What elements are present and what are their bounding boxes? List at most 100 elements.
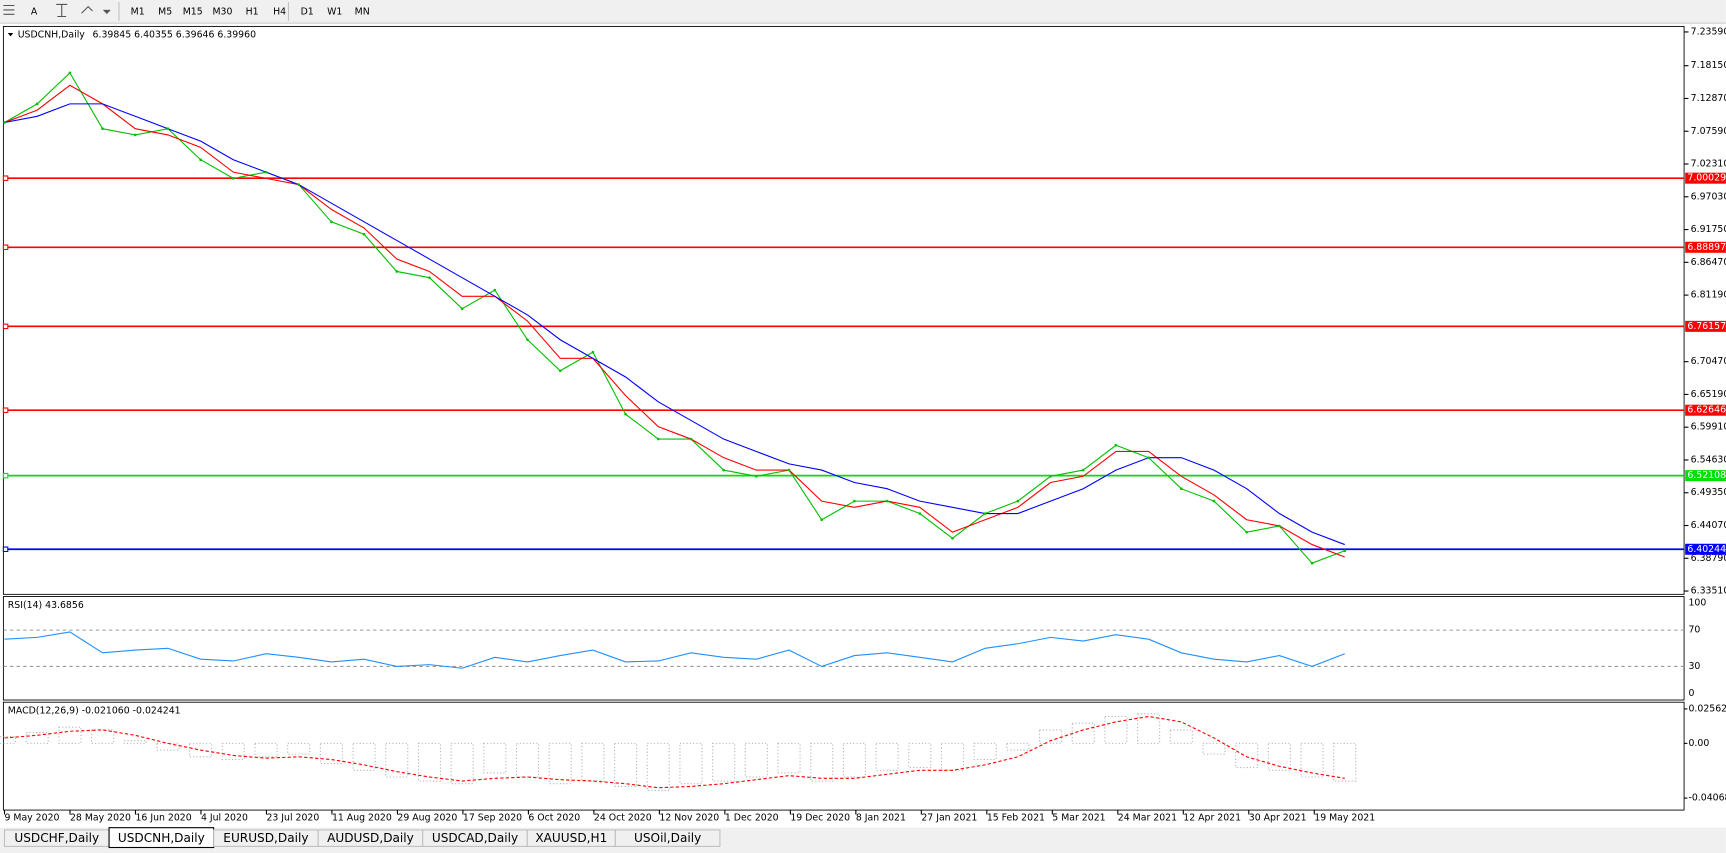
level-tag <box>1685 172 1726 184</box>
macd-bar <box>1235 742 1259 769</box>
price-point <box>1245 530 1249 534</box>
price-point <box>428 276 431 279</box>
y-tick-label: 6.54630 <box>1691 454 1726 465</box>
rsi-tick-label: 100 <box>1688 597 1706 608</box>
price-point <box>1147 456 1150 459</box>
level-label: 6.76157 <box>1687 321 1726 332</box>
tab-label[interactable]: XAUUSD,H1 <box>535 831 607 845</box>
macd-bar <box>646 742 670 791</box>
x-tick-label: 15 Feb 2021 <box>987 812 1045 823</box>
macd-bar <box>1169 729 1193 744</box>
macd-bar <box>483 742 507 774</box>
timeframe-button[interactable]: H1 <box>246 7 259 18</box>
macd-bar <box>287 742 311 755</box>
price-point <box>1179 487 1183 491</box>
timeframe-button[interactable]: M30 <box>212 7 232 18</box>
macd-bar <box>417 742 442 782</box>
price-point <box>983 512 987 515</box>
price-point <box>787 468 791 472</box>
y-tick-label: 7.02310 <box>1691 159 1726 170</box>
price-point <box>722 468 725 472</box>
price-point <box>1049 474 1052 478</box>
tool-button[interactable]: A <box>31 7 38 18</box>
y-tick-label: 7.23590 <box>1691 26 1726 37</box>
y-tick-label: 6.86470 <box>1691 257 1726 268</box>
rsi-tick-label: 30 <box>1688 661 1700 672</box>
macd-header: MACD(12,26,9) -0.021060 -0.024241 <box>8 706 181 717</box>
price-point <box>362 232 366 236</box>
tab-label[interactable]: AUDUSD,Daily <box>327 831 414 845</box>
macd-bar <box>712 742 736 782</box>
macd-bar <box>58 726 82 744</box>
level-marker <box>2 175 9 181</box>
y-tick-label: 6.59910 <box>1691 422 1726 433</box>
macd-bar <box>973 742 997 761</box>
timeframe-button[interactable]: M15 <box>183 7 203 18</box>
price-point <box>1212 499 1216 503</box>
rsi-tick-label: 0 <box>1688 688 1694 699</box>
timeframe-button[interactable]: W1 <box>327 7 342 18</box>
x-tick-label: 24 Oct 2020 <box>594 812 652 823</box>
timeframe-button[interactable]: M1 <box>131 7 145 18</box>
price-point <box>133 133 137 137</box>
x-tick-label: 19 May 2021 <box>1314 812 1375 823</box>
macd-bar <box>254 742 278 758</box>
macd-bar <box>614 742 638 787</box>
tab[interactable] <box>614 829 721 847</box>
price-point <box>297 183 301 186</box>
macd-bar <box>548 742 572 785</box>
macd-bar <box>91 729 115 744</box>
symbol: USDCNH,Daily <box>18 30 86 41</box>
tab-label[interactable]: USDCHF,Daily <box>14 831 99 845</box>
macd-bar <box>581 742 605 782</box>
price-point <box>395 270 399 273</box>
macd-bar <box>1300 742 1324 778</box>
level-marker <box>2 244 9 251</box>
timeframe-button[interactable]: MN <box>355 7 370 18</box>
price-point <box>493 288 497 292</box>
level-label: 6.52108 <box>1687 470 1726 481</box>
macd-bar <box>679 742 703 785</box>
rsi-line <box>4 631 1345 669</box>
x-tick-label: 16 Jun 2020 <box>135 812 191 823</box>
level-marker <box>2 546 9 553</box>
header-arrow <box>7 33 14 37</box>
tab-label[interactable]: USDCAD,Daily <box>432 831 518 845</box>
price-line <box>4 84 1345 558</box>
macd-tick-label: -0.040683 <box>1688 793 1726 804</box>
tab-label[interactable]: EURUSD,Daily <box>223 831 308 845</box>
price-point <box>35 102 39 106</box>
ohlc: 6.39845 6.40355 6.39646 6.39960 <box>93 30 257 41</box>
tab-label[interactable]: USOil,Daily <box>634 831 701 845</box>
level-tag <box>1685 404 1726 416</box>
price-line <box>4 103 1345 546</box>
macd-bar <box>25 732 49 744</box>
price-point <box>199 158 202 162</box>
price-point <box>330 220 333 224</box>
x-tick-label: 9 May 2020 <box>4 812 59 823</box>
x-tick-label: 27 Jan 2021 <box>921 812 977 823</box>
timeframe-button[interactable]: H4 <box>273 7 286 18</box>
x-tick-label: 28 May 2020 <box>70 812 131 823</box>
level-marker <box>2 472 9 479</box>
x-tick-label: 12 Apr 2021 <box>1183 812 1241 823</box>
macd-signal <box>4 715 1345 789</box>
macd-bar <box>221 742 245 761</box>
x-tick-label: 1 Dec 2020 <box>725 812 779 823</box>
level-tag <box>1685 543 1726 555</box>
macd-bar <box>1071 722 1095 744</box>
price-point <box>820 518 824 522</box>
x-tick-label: 12 Nov 2020 <box>659 812 719 823</box>
macd-bar <box>1333 742 1357 782</box>
rsi-header: RSI(14) 43.6856 <box>8 600 84 611</box>
y-tick-label: 6.91750 <box>1691 224 1726 235</box>
timeframe-button[interactable]: D1 <box>301 7 314 18</box>
macd-bar <box>319 742 343 765</box>
toolbar-icons <box>3 3 111 18</box>
tab-label[interactable]: USDCNH,Daily <box>118 831 205 845</box>
x-tick-label: 23 Jul 2020 <box>266 812 319 823</box>
timeframe-button[interactable]: M5 <box>158 7 172 18</box>
rsi-tick-label: 70 <box>1688 625 1700 636</box>
x-tick-label: 29 Aug 2020 <box>397 812 457 823</box>
